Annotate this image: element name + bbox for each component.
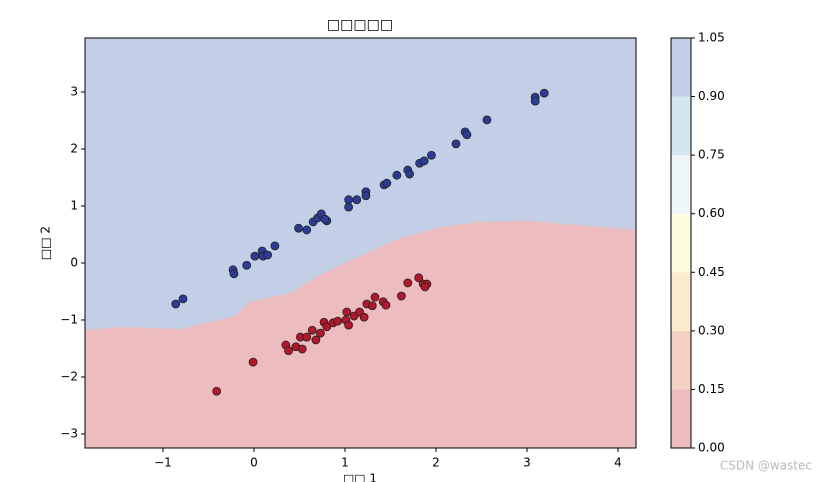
colorbar-level: [671, 213, 691, 273]
scatter-point: [294, 223, 303, 233]
colorbar-level: [671, 38, 691, 97]
y-tick-label: 3: [70, 84, 78, 98]
scatter-point: [316, 328, 325, 338]
scatter-point: [382, 178, 392, 188]
scatter-point: [403, 278, 413, 288]
y-tick-label: −3: [60, 426, 78, 440]
scatter-point: [381, 300, 391, 310]
x-tick-label: 1: [341, 456, 349, 470]
x-axis-label: □□ 1: [343, 472, 377, 482]
colorbar-tick-label: 0.75: [698, 148, 725, 162]
scatter-point: [361, 191, 371, 201]
scatter-point: [392, 170, 402, 180]
scatter-point: [248, 357, 258, 367]
scatter-point: [171, 299, 181, 309]
chart-title: □□□□□: [327, 17, 393, 33]
decision-boundary: [84, 220, 637, 331]
scatter-point: [284, 346, 293, 356]
scatter-point: [359, 312, 369, 322]
scatter-point: [344, 195, 354, 205]
scatter-point: [427, 150, 436, 160]
y-tick-label: 1: [70, 198, 78, 212]
y-tick-label: −2: [60, 369, 78, 383]
scatter-point: [352, 195, 362, 205]
x-tick-label: 3: [523, 456, 531, 470]
scatter-point: [178, 294, 188, 304]
scatter-point: [482, 115, 492, 125]
x-tick-label: −1: [154, 456, 172, 470]
scatter-point: [212, 386, 222, 396]
colorbar-tick-label: 0.45: [698, 265, 725, 279]
scatter-point: [229, 269, 239, 279]
watermark: CSDN @wastec: [720, 459, 812, 473]
scatter-point: [270, 241, 280, 251]
region: [85, 220, 636, 448]
scatter-point: [420, 282, 430, 292]
scatter-point: [414, 273, 424, 283]
scatter-point: [250, 251, 260, 261]
colorbar-tick-label: 0.90: [698, 89, 725, 103]
scatter-point: [311, 335, 321, 345]
scatter-point: [302, 225, 312, 235]
colorbar-tick-label: 1.05: [698, 31, 725, 45]
scatter-point: [530, 96, 540, 106]
colorbar-level: [671, 155, 691, 214]
scatter-point: [320, 214, 330, 224]
scatter-point: [539, 88, 549, 98]
x-tick-label: 4: [614, 456, 622, 470]
scatter-point: [344, 320, 354, 330]
scatter-point: [367, 301, 377, 311]
colorbar-tick-label: 0.00: [698, 441, 725, 455]
scatter-point: [370, 292, 380, 302]
y-tick-label: 0: [70, 255, 78, 269]
scatter-point: [344, 202, 354, 212]
scatter-point: [419, 156, 429, 166]
scatter-point: [451, 139, 461, 149]
colorbar-level: [671, 389, 691, 448]
scatter-point: [302, 332, 312, 342]
scatter-point: [297, 344, 307, 354]
y-axis-label: □□ 2: [39, 226, 53, 260]
scatter-point: [397, 291, 406, 301]
colorbar-level: [671, 330, 691, 390]
y-tick-label: 2: [70, 141, 78, 155]
scatter-point: [342, 307, 352, 317]
colorbar-level: [671, 96, 691, 156]
colorbar-level: [671, 272, 691, 331]
colorbar-frame: [670, 37, 692, 449]
plot-frame: [84, 37, 637, 449]
scatter-point: [322, 322, 332, 332]
scatter-point: [462, 130, 472, 140]
scatter-point: [405, 169, 414, 179]
colorbar-tick-label: 0.15: [698, 382, 725, 396]
colorbar-tick-label: 0.30: [698, 323, 725, 337]
scatter-point: [307, 325, 317, 335]
scatter-point: [263, 250, 273, 260]
x-tick-label: 2: [432, 456, 440, 470]
scatter-point: [333, 316, 343, 326]
colorbar-tick-label: 0.60: [698, 206, 725, 220]
scatter-point: [242, 260, 252, 270]
x-tick-label: 0: [250, 456, 258, 470]
y-tick-label: −1: [60, 312, 78, 326]
